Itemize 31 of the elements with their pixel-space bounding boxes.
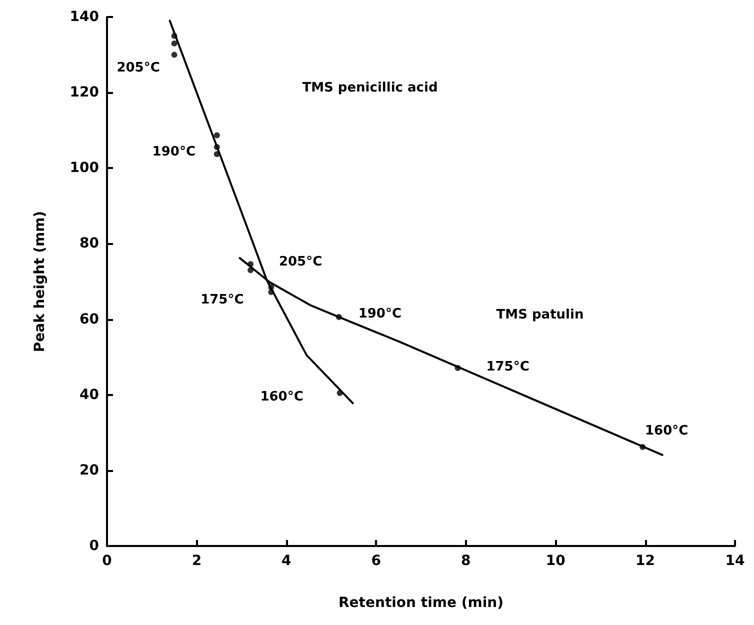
annotation: 175°C xyxy=(200,292,244,308)
point xyxy=(171,52,178,58)
x-axis-title: Retention time (min) xyxy=(338,595,504,611)
y-tick-label: 100 xyxy=(70,160,100,176)
x-tick-label: 10 xyxy=(546,553,566,569)
annotation: TMS patulin xyxy=(496,308,584,322)
x-tick-label: 0 xyxy=(102,553,112,569)
annotation: 160°C xyxy=(260,389,304,404)
x-tick-label: 6 xyxy=(371,553,382,569)
x-tick-label: 14 xyxy=(725,553,745,569)
y-tick-label: 40 xyxy=(80,386,100,403)
x-tick-label: 8 xyxy=(460,553,471,569)
x-tick-label: 12 xyxy=(636,553,656,569)
annotation: 205°C xyxy=(116,60,160,76)
annotation: 190°C xyxy=(358,306,402,322)
annotation: 190°C xyxy=(152,144,196,160)
y-axis-title: Peak height (mm) xyxy=(32,210,48,352)
annotation: TMS penicillic acid xyxy=(302,80,438,96)
annotation: 205°C xyxy=(278,254,322,270)
y-tick-label: 80 xyxy=(80,236,100,252)
y-tick-label: 20 xyxy=(80,462,100,478)
x-tick-label: 4 xyxy=(282,553,292,569)
annotation: 160°C xyxy=(645,424,688,438)
y-tick-label: 0 xyxy=(89,538,100,554)
point xyxy=(214,132,220,138)
y-tick-label: 120 xyxy=(70,84,100,101)
y-tick-label: 60 xyxy=(80,311,100,328)
y-tick-label: 140 xyxy=(70,9,100,25)
x-tick-label: 2 xyxy=(192,553,202,569)
point xyxy=(171,40,178,46)
annotation: 175°C xyxy=(486,360,530,375)
